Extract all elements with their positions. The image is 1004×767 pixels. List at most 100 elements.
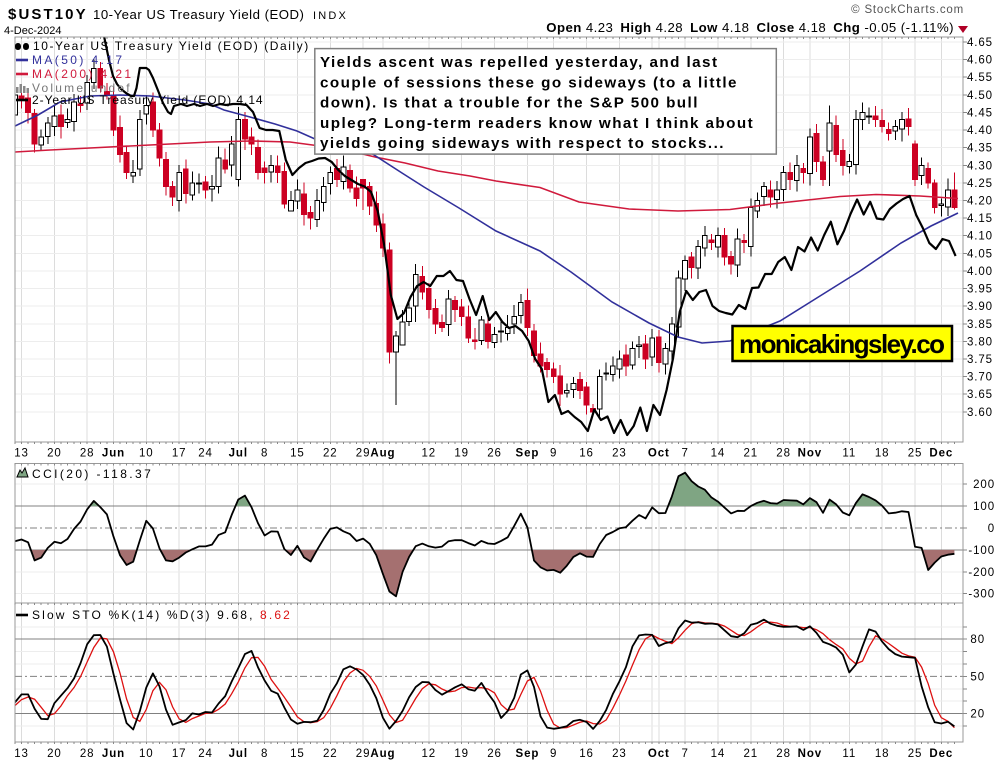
svg-text:4.00: 4.00 (967, 266, 993, 278)
svg-text:29: 29 (356, 748, 371, 760)
svg-text:3.60: 3.60 (967, 407, 993, 419)
svg-text:4.30: 4.30 (967, 160, 993, 172)
svg-text:3.80: 3.80 (967, 336, 993, 348)
svg-text:50: 50 (970, 671, 985, 683)
svg-text:29: 29 (356, 448, 371, 460)
svg-text:10-Year US Treasury Yield (EOD: 10-Year US Treasury Yield (EOD) (Daily) (33, 39, 310, 53)
svg-text:10: 10 (139, 448, 154, 460)
svg-text:16: 16 (579, 448, 594, 460)
svg-text:8: 8 (261, 748, 268, 760)
svg-text:10-Year US Treasury Yield (EOD: 10-Year US Treasury Yield (EOD) (93, 7, 304, 22)
svg-text:15: 15 (290, 448, 305, 460)
svg-text:22: 22 (323, 448, 338, 460)
svg-text:100: 100 (973, 501, 995, 513)
svg-text:10: 10 (139, 748, 154, 760)
svg-text:Oct: Oct (648, 748, 670, 760)
svg-text:$UST10Y: $UST10Y (8, 6, 88, 23)
svg-text:28: 28 (776, 748, 791, 760)
svg-text:CCI(20) -118.37: CCI(20) -118.37 (32, 467, 153, 481)
svg-text:26: 26 (487, 448, 502, 460)
svg-text:17: 17 (172, 748, 187, 760)
svg-text:Volume undef: Volume undef (32, 81, 132, 95)
svg-text:Jun: Jun (102, 448, 125, 460)
svg-text:MA(200) 4.21: MA(200) 4.21 (32, 67, 134, 81)
svg-text:4.15: 4.15 (967, 213, 993, 225)
svg-text:19: 19 (454, 748, 469, 760)
svg-text:3.95: 3.95 (967, 284, 993, 296)
svg-text:Dec: Dec (929, 448, 953, 460)
svg-text:Aug: Aug (370, 448, 395, 460)
svg-text:11: 11 (842, 448, 856, 460)
svg-text:Sep: Sep (516, 748, 540, 760)
svg-text:4.25: 4.25 (967, 178, 993, 190)
svg-text:19: 19 (454, 448, 469, 460)
svg-text:18: 18 (875, 748, 890, 760)
svg-text:2-Year US Treasury Yield (EOD): 2-Year US Treasury Yield (EOD) 4.14 (32, 93, 264, 107)
svg-text:3.70: 3.70 (967, 372, 993, 384)
svg-text:4.60: 4.60 (967, 55, 993, 67)
svg-text:-200: -200 (968, 567, 995, 579)
svg-text:21: 21 (744, 748, 759, 760)
svg-text:28: 28 (80, 448, 95, 460)
svg-text:Dec: Dec (929, 748, 953, 760)
svg-text:15: 15 (290, 748, 305, 760)
svg-text:12: 12 (422, 448, 437, 460)
svg-text:9: 9 (550, 448, 557, 460)
svg-text:Nov: Nov (798, 748, 822, 760)
svg-text:3.90: 3.90 (967, 301, 993, 313)
svg-text:3.65: 3.65 (967, 389, 993, 401)
svg-text:7: 7 (681, 748, 688, 760)
svg-text:28: 28 (776, 448, 791, 460)
svg-text:9: 9 (550, 748, 557, 760)
svg-text:Jul: Jul (229, 448, 248, 460)
svg-text:© StockCharts.com: © StockCharts.com (851, 4, 964, 16)
svg-text:Aug: Aug (370, 748, 395, 760)
svg-text:11: 11 (842, 748, 856, 760)
svg-text:Yields ascent was repelled yes: Yields ascent was repelled yesterday, an… (320, 54, 718, 71)
svg-text:4.10: 4.10 (967, 231, 993, 243)
svg-text:Sep: Sep (516, 448, 540, 460)
svg-text:couple of sessions these go si: couple of sessions these go sideways (to… (320, 74, 738, 91)
svg-text:Open 4.23 High 4.28 Low 4.18 C: Open 4.23 High 4.28 Low 4.18 Close 4.18 … (546, 20, 954, 35)
svg-text:28: 28 (80, 748, 95, 760)
svg-text:17: 17 (172, 448, 187, 460)
svg-text:4.35: 4.35 (967, 143, 993, 155)
svg-text:20: 20 (47, 448, 62, 460)
svg-text:4.40: 4.40 (967, 125, 993, 137)
svg-text:4.55: 4.55 (967, 72, 993, 84)
svg-text:80: 80 (970, 634, 985, 646)
svg-text:4.50: 4.50 (967, 90, 993, 102)
svg-text:monicakingsley.co: monicakingsley.co (739, 329, 945, 359)
svg-text:23: 23 (612, 748, 627, 760)
svg-text:23: 23 (612, 448, 627, 460)
svg-text:200: 200 (973, 479, 995, 491)
svg-text:25: 25 (908, 748, 923, 760)
svg-text:21: 21 (744, 448, 759, 460)
svg-text:18: 18 (875, 448, 890, 460)
svg-text:24: 24 (198, 448, 213, 460)
svg-text:-300: -300 (968, 589, 995, 601)
svg-text:INDX: INDX (313, 10, 348, 22)
svg-text:MA(50) 4.17: MA(50) 4.17 (32, 53, 124, 67)
svg-text:16: 16 (579, 748, 594, 760)
svg-text:4-Dec-2024: 4-Dec-2024 (4, 25, 61, 37)
svg-text:Slow STO %K(14) %D(3) 9.68, 8.: Slow STO %K(14) %D(3) 9.68, 8.62 (32, 608, 292, 622)
svg-text:22: 22 (323, 748, 338, 760)
svg-text:4.65: 4.65 (967, 37, 993, 49)
svg-text:24: 24 (198, 748, 213, 760)
svg-text:upleg? Long-term readers know: upleg? Long-term readers know what I thi… (320, 115, 754, 132)
svg-text:20: 20 (970, 709, 985, 721)
svg-text:Jun: Jun (102, 748, 125, 760)
svg-text:26: 26 (487, 748, 502, 760)
svg-text:3.85: 3.85 (967, 319, 993, 331)
svg-text:4.20: 4.20 (967, 196, 993, 208)
svg-text:down). Is that a trouble for t: down). Is that a trouble for the S&P 500… (320, 95, 699, 112)
svg-text:13: 13 (14, 448, 29, 460)
svg-text:Jul: Jul (229, 748, 248, 760)
svg-text:13: 13 (14, 748, 29, 760)
svg-text:4.05: 4.05 (967, 248, 993, 260)
svg-text:8: 8 (261, 448, 268, 460)
svg-text:4.45: 4.45 (967, 107, 993, 119)
svg-text:yields going sideways with res: yields going sideways with respect to st… (320, 135, 725, 152)
svg-text:20: 20 (47, 748, 62, 760)
